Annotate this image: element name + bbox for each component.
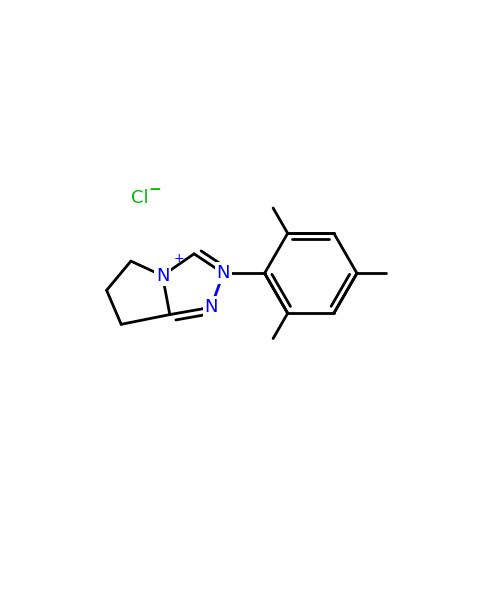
Text: N: N bbox=[156, 266, 170, 284]
Text: N: N bbox=[204, 298, 218, 316]
Text: N: N bbox=[216, 264, 230, 282]
Text: Cl: Cl bbox=[131, 189, 148, 207]
Text: −: − bbox=[148, 182, 160, 197]
Text: +: + bbox=[173, 252, 184, 265]
